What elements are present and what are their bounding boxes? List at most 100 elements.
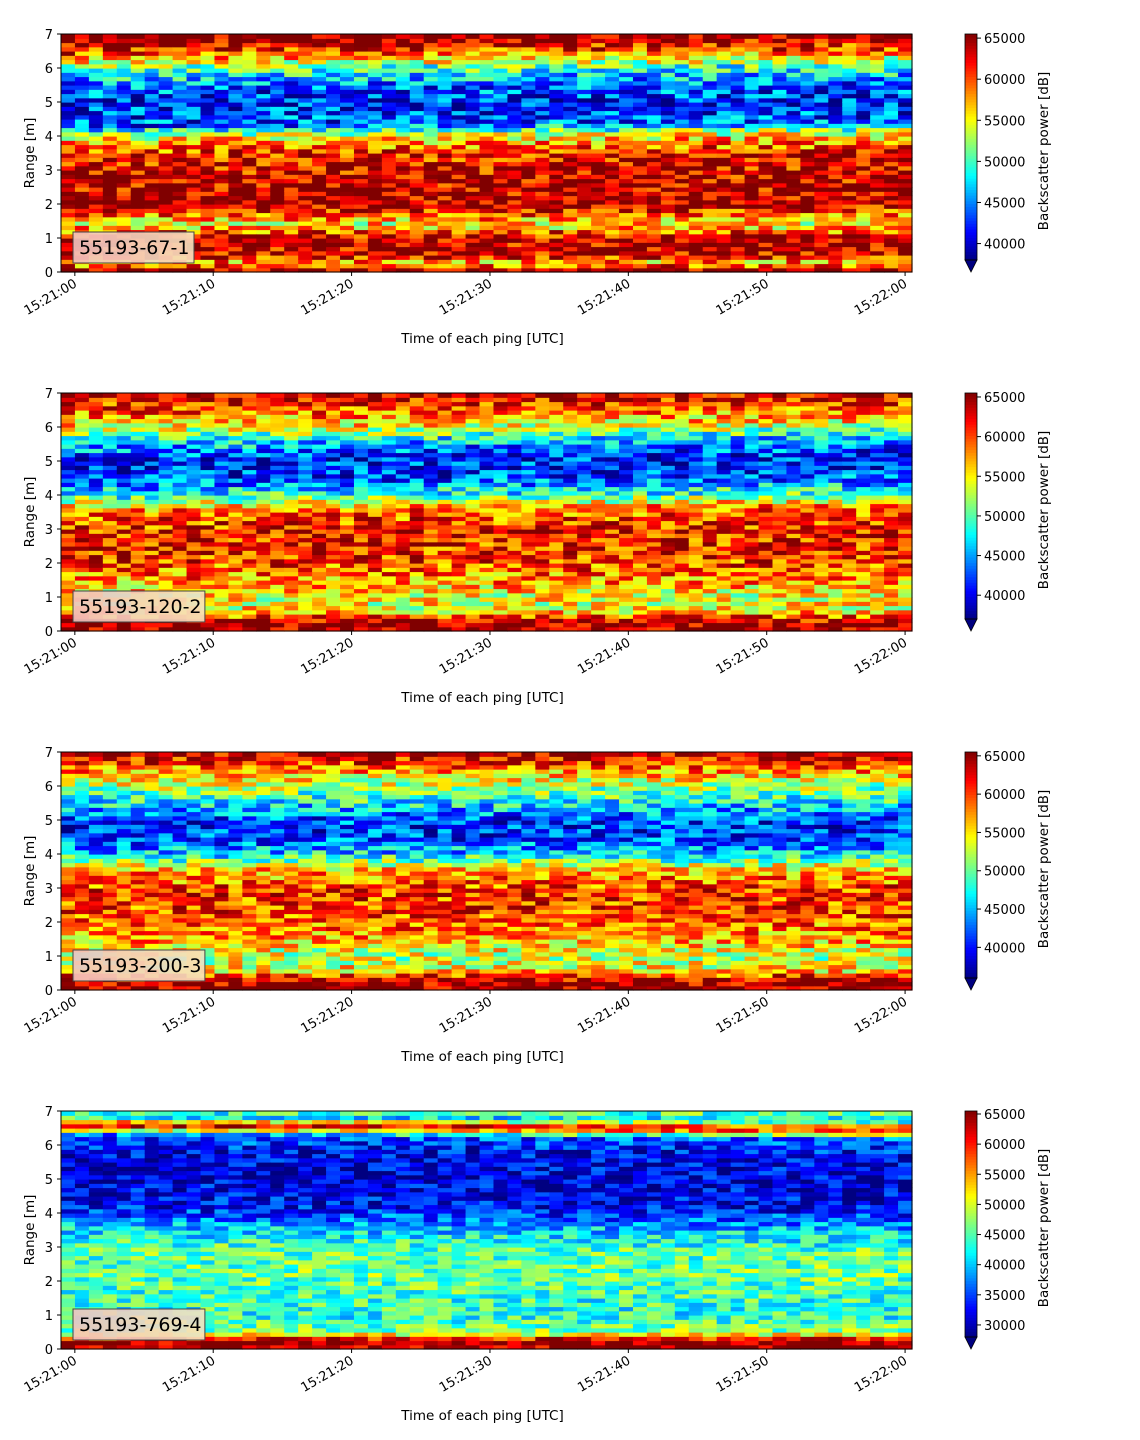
heatmap-cell <box>312 77 327 82</box>
heatmap-cell <box>340 487 355 492</box>
heatmap-cell <box>898 225 913 230</box>
heatmap-cell <box>647 153 662 158</box>
heatmap-cell <box>828 89 843 94</box>
heatmap-cell <box>354 128 369 133</box>
heatmap-cell <box>326 406 341 411</box>
heatmap-cell <box>382 521 397 526</box>
heatmap-cell <box>396 516 411 521</box>
heatmap-cell <box>270 77 285 82</box>
heatmap-cell <box>772 51 787 56</box>
heatmap-cell <box>354 397 369 402</box>
heatmap-cell <box>173 567 188 572</box>
heatmap-cell <box>173 94 188 99</box>
heatmap-cell <box>814 221 829 226</box>
heatmap-cell <box>563 89 578 94</box>
heatmap-cell <box>173 440 188 445</box>
heatmap-cell <box>535 187 550 192</box>
heatmap-cell <box>800 60 815 65</box>
heatmap-cell <box>173 217 188 222</box>
heatmap-cell <box>396 508 411 513</box>
heatmap-cell <box>661 191 676 196</box>
heatmap-cell <box>340 102 355 107</box>
heatmap-cell <box>284 60 299 65</box>
x-tick-label: 15:21:40 <box>575 276 633 318</box>
heatmap-cell <box>131 419 146 424</box>
heatmap-cell <box>800 157 815 162</box>
heatmap-cell <box>284 444 299 449</box>
heatmap-cell <box>75 72 90 77</box>
heatmap-cell <box>312 230 327 235</box>
heatmap-cell <box>605 247 620 252</box>
heatmap-cell <box>201 444 216 449</box>
heatmap-cell <box>549 145 564 150</box>
heatmap-cell <box>480 251 495 256</box>
heatmap-cell <box>717 174 732 179</box>
heatmap-cell <box>745 60 760 65</box>
heatmap-cell <box>75 111 90 116</box>
heatmap-cell <box>549 204 564 209</box>
heatmap-cell <box>173 474 188 479</box>
heatmap-cell <box>814 55 829 60</box>
heatmap-cell <box>354 419 369 424</box>
heatmap-cell <box>159 60 174 65</box>
heatmap-cell <box>145 94 160 99</box>
heatmap-cell <box>577 213 592 218</box>
heatmap-cell <box>298 623 313 628</box>
heatmap-cell <box>75 431 90 436</box>
heatmap-cell <box>661 38 676 43</box>
heatmap-cell <box>898 208 913 213</box>
heatmap-cell <box>619 162 634 167</box>
heatmap-cell <box>368 153 383 158</box>
heatmap-cell <box>298 77 313 82</box>
heatmap-cell <box>270 529 285 534</box>
heatmap-cell <box>731 81 746 86</box>
heatmap-cell <box>89 580 104 585</box>
heatmap-cell <box>675 81 690 86</box>
heatmap-cell <box>396 89 411 94</box>
heatmap-cell <box>270 576 285 581</box>
heatmap-cell <box>898 217 913 222</box>
heatmap-cell <box>131 225 146 230</box>
heatmap-cell <box>312 94 327 99</box>
heatmap-cell <box>800 111 815 116</box>
heatmap-cell <box>242 264 257 269</box>
heatmap-cell <box>103 482 118 487</box>
heatmap-cell <box>717 213 732 218</box>
heatmap-cell <box>410 34 425 39</box>
heatmap-cell <box>535 145 550 150</box>
heatmap-cell <box>856 157 871 162</box>
heatmap-cell <box>326 533 341 538</box>
heatmap-cell <box>159 85 174 90</box>
heatmap-cell <box>675 191 690 196</box>
heatmap-cell <box>619 140 634 145</box>
heatmap-cell <box>577 174 592 179</box>
heatmap-cell <box>326 47 341 52</box>
heatmap-cell <box>131 34 146 39</box>
heatmap-cell <box>368 225 383 230</box>
heatmap-cell <box>298 614 313 619</box>
heatmap-cell <box>675 55 690 60</box>
heatmap-cell <box>312 427 327 432</box>
heatmap-cell <box>256 482 271 487</box>
heatmap-cell <box>368 550 383 555</box>
heatmap-cell <box>884 89 899 94</box>
heatmap-cell <box>535 157 550 162</box>
heatmap-cell <box>535 247 550 252</box>
heatmap-cell <box>159 453 174 458</box>
heatmap-cell <box>619 111 634 116</box>
heatmap-cell <box>856 60 871 65</box>
heatmap-cell <box>731 153 746 158</box>
heatmap-cell <box>703 38 718 43</box>
heatmap-cell <box>549 119 564 124</box>
heatmap-cell <box>214 68 229 73</box>
heatmap-cell <box>89 448 104 453</box>
heatmap-cell <box>159 208 174 213</box>
heatmap-cell <box>242 102 257 107</box>
heatmap-cell <box>870 98 885 103</box>
heatmap-cell <box>856 128 871 133</box>
heatmap-cell <box>298 213 313 218</box>
heatmap-cell <box>842 264 857 269</box>
heatmap-cell <box>842 170 857 175</box>
heatmap-cell <box>591 55 606 60</box>
heatmap-cell <box>75 448 90 453</box>
